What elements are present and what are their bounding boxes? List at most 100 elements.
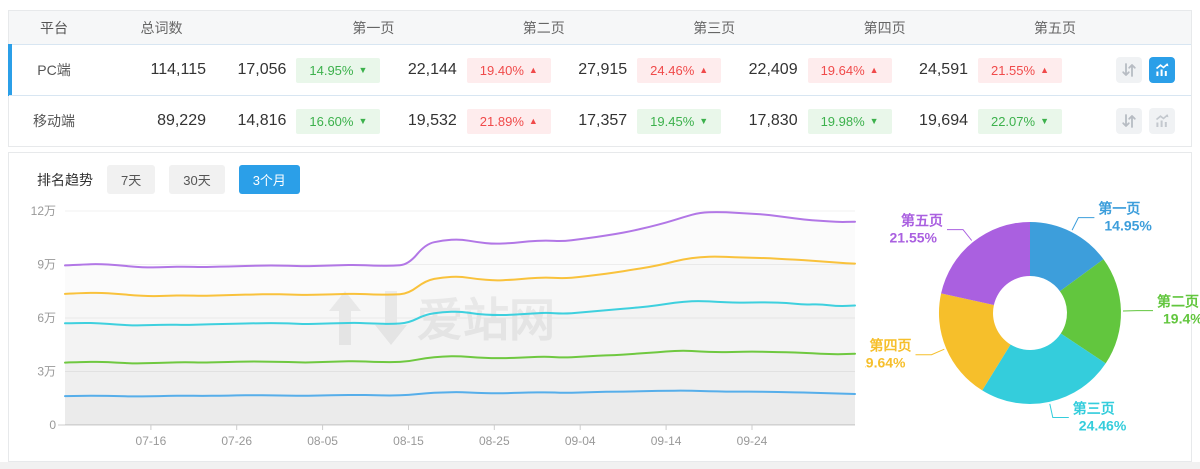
total-words: 114,115 bbox=[150, 61, 206, 78]
trend-triangle-icon: ▼ bbox=[358, 64, 368, 75]
svg-text:08-05: 08-05 bbox=[307, 434, 338, 448]
trend-line-第三页 bbox=[64, 300, 856, 327]
platform-label: PC端 bbox=[37, 62, 71, 78]
table-header: 平台 总词数 第一页 第二页 第三页 第四页 第五页 bbox=[9, 11, 1191, 44]
trend-triangle-icon: ▼ bbox=[699, 115, 709, 126]
trend-triangle-icon: ▲ bbox=[528, 64, 538, 75]
col-header-page2: 第二页 bbox=[522, 19, 565, 36]
percent-badge: 21.89% ▲ bbox=[466, 108, 551, 134]
percent-badge: 19.64% ▲ bbox=[807, 57, 892, 83]
svg-text:07-16: 07-16 bbox=[136, 434, 167, 448]
trend-triangle-icon: ▼ bbox=[358, 115, 368, 126]
svg-text:09-14: 09-14 bbox=[651, 434, 682, 448]
donut-slice-第四页[interactable] bbox=[938, 293, 1011, 391]
col-header-page1: 第一页 bbox=[352, 19, 395, 36]
trend-chart-icon[interactable] bbox=[1148, 108, 1175, 134]
percent-badge: 24.46% ▲ bbox=[637, 57, 722, 83]
page1-count: 17,056 bbox=[237, 61, 287, 78]
donut-slice-第三页[interactable] bbox=[982, 333, 1106, 404]
page1-cell: 17,056 14.95% ▼ bbox=[224, 57, 394, 83]
page2-cell: 19,532 21.89% ▲ bbox=[394, 108, 564, 134]
page5-count: 19,694 bbox=[919, 112, 968, 129]
col-header-total: 总词数 bbox=[140, 19, 183, 36]
percent-badge: 16.60% ▼ bbox=[296, 108, 381, 134]
watermark: 爱站网 bbox=[329, 291, 555, 346]
page5-count: 24,591 bbox=[919, 61, 968, 78]
donut-label: 第二页 bbox=[1157, 294, 1199, 310]
page2-count: 19,532 bbox=[407, 112, 457, 129]
total-words: 89,229 bbox=[157, 112, 206, 129]
trend-line-第一页 bbox=[64, 389, 856, 398]
percent-badge: 19.98% ▼ bbox=[807, 108, 892, 134]
percent-badge: 19.40% ▲ bbox=[466, 57, 551, 83]
page3-count: 27,915 bbox=[578, 61, 628, 78]
trend-triangle-icon: ▲ bbox=[869, 64, 879, 75]
page2-count: 22,144 bbox=[407, 61, 457, 78]
trend-tab-30d[interactable]: 30天 bbox=[169, 165, 225, 194]
trend-triangle-icon: ▲ bbox=[1040, 64, 1049, 75]
svg-text:09-24: 09-24 bbox=[737, 434, 768, 448]
donut-percent: 21.55% bbox=[890, 230, 938, 246]
svg-text:08-25: 08-25 bbox=[479, 434, 510, 448]
keyword-rank-table: 平台 总词数 第一页 第二页 第三页 第四页 第五页 PC端 114,115 1… bbox=[8, 10, 1192, 147]
trend-title: 排名趋势 bbox=[37, 171, 93, 188]
col-header-page4: 第四页 bbox=[863, 19, 906, 36]
col-header-page3: 第三页 bbox=[693, 19, 736, 36]
page1-count: 14,816 bbox=[237, 112, 287, 129]
page3-count: 17,357 bbox=[578, 112, 628, 129]
svg-text:3万: 3万 bbox=[37, 365, 56, 379]
trend-tab-7d[interactable]: 7天 bbox=[107, 165, 156, 194]
donut-percent: 19.64% bbox=[865, 355, 906, 371]
page4-count: 22,409 bbox=[748, 61, 798, 78]
page3-cell: 17,357 19.45% ▼ bbox=[565, 108, 735, 134]
donut-label: 第五页 bbox=[901, 213, 943, 229]
page4-cell: 22,409 19.64% ▲ bbox=[735, 57, 905, 83]
donut-slice-第一页[interactable] bbox=[1030, 222, 1104, 292]
col-header-platform: 平台 bbox=[40, 19, 68, 36]
donut-percent: 24.46% bbox=[1079, 418, 1127, 434]
trend-header: 排名趋势 7天 30天 3个月 bbox=[9, 153, 1191, 194]
page5-cell: 19,694 22.07% ▼ bbox=[906, 108, 1076, 134]
page2-cell: 22,144 19.40% ▲ bbox=[394, 57, 564, 83]
svg-text:爱站网: 爱站网 bbox=[417, 294, 555, 346]
svg-text:07-26: 07-26 bbox=[221, 434, 252, 448]
trend-triangle-icon: ▼ bbox=[869, 115, 879, 126]
svg-text:6万: 6万 bbox=[37, 311, 56, 325]
col-header-page5: 第五页 bbox=[1033, 19, 1076, 36]
trend-tab-3m[interactable]: 3个月 bbox=[238, 165, 300, 194]
svg-text:0: 0 bbox=[49, 418, 56, 432]
sort-arrows-icon[interactable] bbox=[1115, 57, 1142, 83]
trend-triangle-icon: ▲ bbox=[528, 115, 538, 126]
trend-triangle-icon: ▲ bbox=[699, 64, 709, 75]
trend-line-第四页 bbox=[64, 255, 856, 298]
donut-label: 第四页 bbox=[870, 338, 912, 354]
percent-badge: 21.55% ▲ bbox=[977, 57, 1062, 83]
sort-arrows-icon[interactable] bbox=[1115, 108, 1142, 134]
trend-line-第五页 bbox=[64, 211, 856, 269]
donut-percent: 14.95% bbox=[1104, 218, 1152, 234]
table-row-mobile[interactable]: 移动端 89,229 14,816 16.60% ▼ 19,532 21.89% ▲… bbox=[9, 95, 1191, 146]
svg-text:08-15: 08-15 bbox=[393, 434, 424, 448]
donut-label: 第三页 bbox=[1073, 401, 1115, 417]
trend-chart-icon[interactable] bbox=[1148, 57, 1175, 83]
svg-text:12万: 12万 bbox=[31, 204, 56, 218]
page1-cell: 14,816 16.60% ▼ bbox=[224, 108, 394, 134]
percent-badge: 19.45% ▼ bbox=[637, 108, 722, 134]
table-row-pc[interactable]: PC端 114,115 17,056 14.95% ▼ 22,144 19.40%… bbox=[8, 44, 1191, 96]
page3-cell: 27,915 24.46% ▲ bbox=[565, 57, 735, 83]
percent-badge: 22.07% ▼ bbox=[977, 108, 1062, 134]
donut-slice-第二页[interactable] bbox=[1059, 259, 1121, 364]
percent-badge: 14.95% ▼ bbox=[296, 57, 381, 83]
charts-row: 0 3万 6万 9万 12万 爱站网 07-16 07-26 08-05 08-15 08-25 0… bbox=[9, 193, 1200, 466]
donut-label: 第一页 bbox=[1098, 201, 1140, 217]
page5-cell: 24,591 21.55% ▲ bbox=[906, 57, 1076, 83]
donut-slice-第五页[interactable] bbox=[941, 221, 1030, 305]
platform-label: 移动端 bbox=[33, 113, 75, 129]
page4-count: 17,830 bbox=[748, 112, 798, 129]
page-bottom-strip bbox=[0, 462, 1200, 469]
trend-line-第二页 bbox=[64, 349, 856, 365]
svg-text:9万: 9万 bbox=[37, 258, 56, 272]
svg-text:09-04: 09-04 bbox=[565, 434, 596, 448]
donut-percent: 19.4% bbox=[1163, 311, 1200, 327]
